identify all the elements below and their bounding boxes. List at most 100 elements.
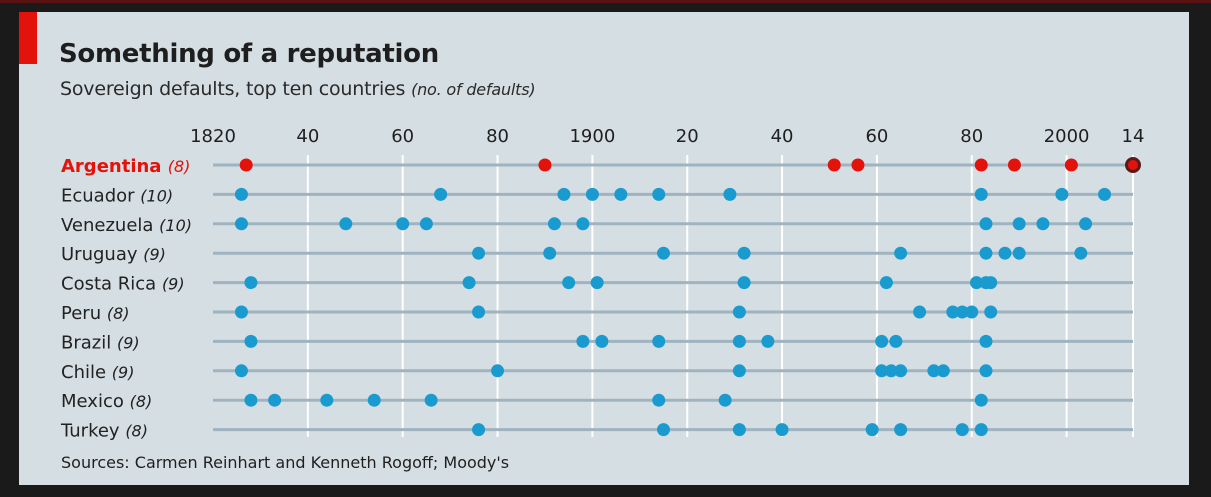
default-dot <box>657 246 671 260</box>
default-dot <box>367 393 381 407</box>
country-name: Mexico <box>61 391 130 412</box>
default-dot <box>396 217 410 231</box>
subtitle-unit: (no. of defaults) <box>411 80 536 99</box>
default-dot <box>851 158 865 172</box>
default-count: (8) <box>125 422 148 441</box>
country-name: Turkey <box>60 421 125 442</box>
default-dot <box>339 217 353 231</box>
default-dot <box>965 305 979 319</box>
default-dot <box>614 187 628 201</box>
x-tick-label: 20 <box>676 126 699 147</box>
dot-chart: 1820 40 60 80 1900 20 40 60 80 2000 14 Argentina (… <box>60 126 1145 442</box>
default-dot <box>652 334 666 348</box>
country-label: Ecuador (10) <box>61 185 173 206</box>
chart-source: Sources: Carmen Reinhart and Kenneth Rog… <box>61 453 510 472</box>
default-dot <box>913 305 927 319</box>
default-dot <box>234 187 248 201</box>
default-dot <box>1079 217 1093 231</box>
default-dot <box>974 393 988 407</box>
default-dot <box>462 276 476 290</box>
default-dot <box>1064 158 1078 172</box>
country-label: Brazil (9) <box>61 332 140 353</box>
x-tick-label: 60 <box>865 126 888 147</box>
default-dot <box>955 423 969 437</box>
default-dot <box>875 364 889 378</box>
default-dot <box>590 276 604 290</box>
default-dot <box>875 334 889 348</box>
default-dot <box>472 246 486 260</box>
default-dot <box>979 217 993 231</box>
country-name: Venezuela <box>61 215 159 236</box>
country-label: Argentina (8) <box>61 156 190 177</box>
x-tick-label: 60 <box>391 126 414 147</box>
default-dot <box>557 187 571 201</box>
default-dot <box>974 423 988 437</box>
default-count: (8) <box>130 392 153 411</box>
default-dot <box>936 364 950 378</box>
default-dot <box>585 187 599 201</box>
default-dot <box>595 334 609 348</box>
default-dot <box>737 276 751 290</box>
default-count: (10) <box>140 186 173 205</box>
default-dot <box>244 276 258 290</box>
default-count: (9) <box>162 275 185 294</box>
default-dot <box>970 276 984 290</box>
default-dot <box>244 393 258 407</box>
default-dot <box>979 334 993 348</box>
default-dot <box>424 393 438 407</box>
default-dot <box>894 246 908 260</box>
default-dot <box>737 246 751 260</box>
x-tick-label: 1900 <box>569 126 615 147</box>
country-labels: Argentina (8) Ecuador (10) Venezuela (10) U… <box>60 156 192 442</box>
default-dot <box>732 364 746 378</box>
default-dot <box>974 158 988 172</box>
default-count: (9) <box>112 363 135 382</box>
default-dot <box>889 334 903 348</box>
country-label: Uruguay (9) <box>61 244 166 265</box>
country-label: Turkey (8) <box>60 421 148 442</box>
default-dot <box>1007 158 1021 172</box>
default-dot <box>879 276 893 290</box>
default-dot <box>732 423 746 437</box>
country-label: Mexico (8) <box>61 391 152 412</box>
subtitle-text: Sovereign defaults, top ten countries <box>60 78 406 100</box>
default-dot <box>491 364 505 378</box>
default-dot <box>576 334 590 348</box>
country-label: Peru (8) <box>61 303 130 324</box>
default-dot <box>927 364 941 378</box>
country-name: Brazil <box>61 332 117 353</box>
default-dot <box>234 305 248 319</box>
top-frame-border <box>0 0 1211 3</box>
default-dot <box>472 305 486 319</box>
default-dot <box>732 334 746 348</box>
x-tick-label: 1820 <box>190 126 236 147</box>
country-name: Uruguay <box>61 244 143 265</box>
default-dot <box>1012 217 1026 231</box>
default-dot <box>244 334 258 348</box>
default-dot <box>234 364 248 378</box>
x-tick-label: 14 <box>1122 126 1145 147</box>
default-dot <box>827 158 841 172</box>
default-dots <box>234 157 1141 437</box>
chart-title: Something of a reputation <box>59 39 439 69</box>
default-dot <box>268 393 282 407</box>
x-tick-label: 2000 <box>1044 126 1090 147</box>
country-label: Venezuela (10) <box>61 215 192 236</box>
chart-panel: Something of a reputation Sovereign defa… <box>19 12 1189 485</box>
default-count: (8) <box>168 157 191 176</box>
default-dot <box>1036 217 1050 231</box>
default-dot <box>419 217 433 231</box>
default-dot <box>434 187 448 201</box>
default-dot <box>1098 187 1112 201</box>
default-count: (10) <box>159 216 192 235</box>
country-name: Chile <box>61 362 112 383</box>
default-dot <box>652 187 666 201</box>
default-dot <box>974 187 988 201</box>
default-dot <box>1012 246 1026 260</box>
default-dot <box>543 246 557 260</box>
country-label: Chile (9) <box>61 362 134 383</box>
vertical-gridlines <box>306 155 1134 437</box>
country-rules <box>213 163 1133 432</box>
country-name: Peru <box>61 303 107 324</box>
default-dot <box>865 423 879 437</box>
